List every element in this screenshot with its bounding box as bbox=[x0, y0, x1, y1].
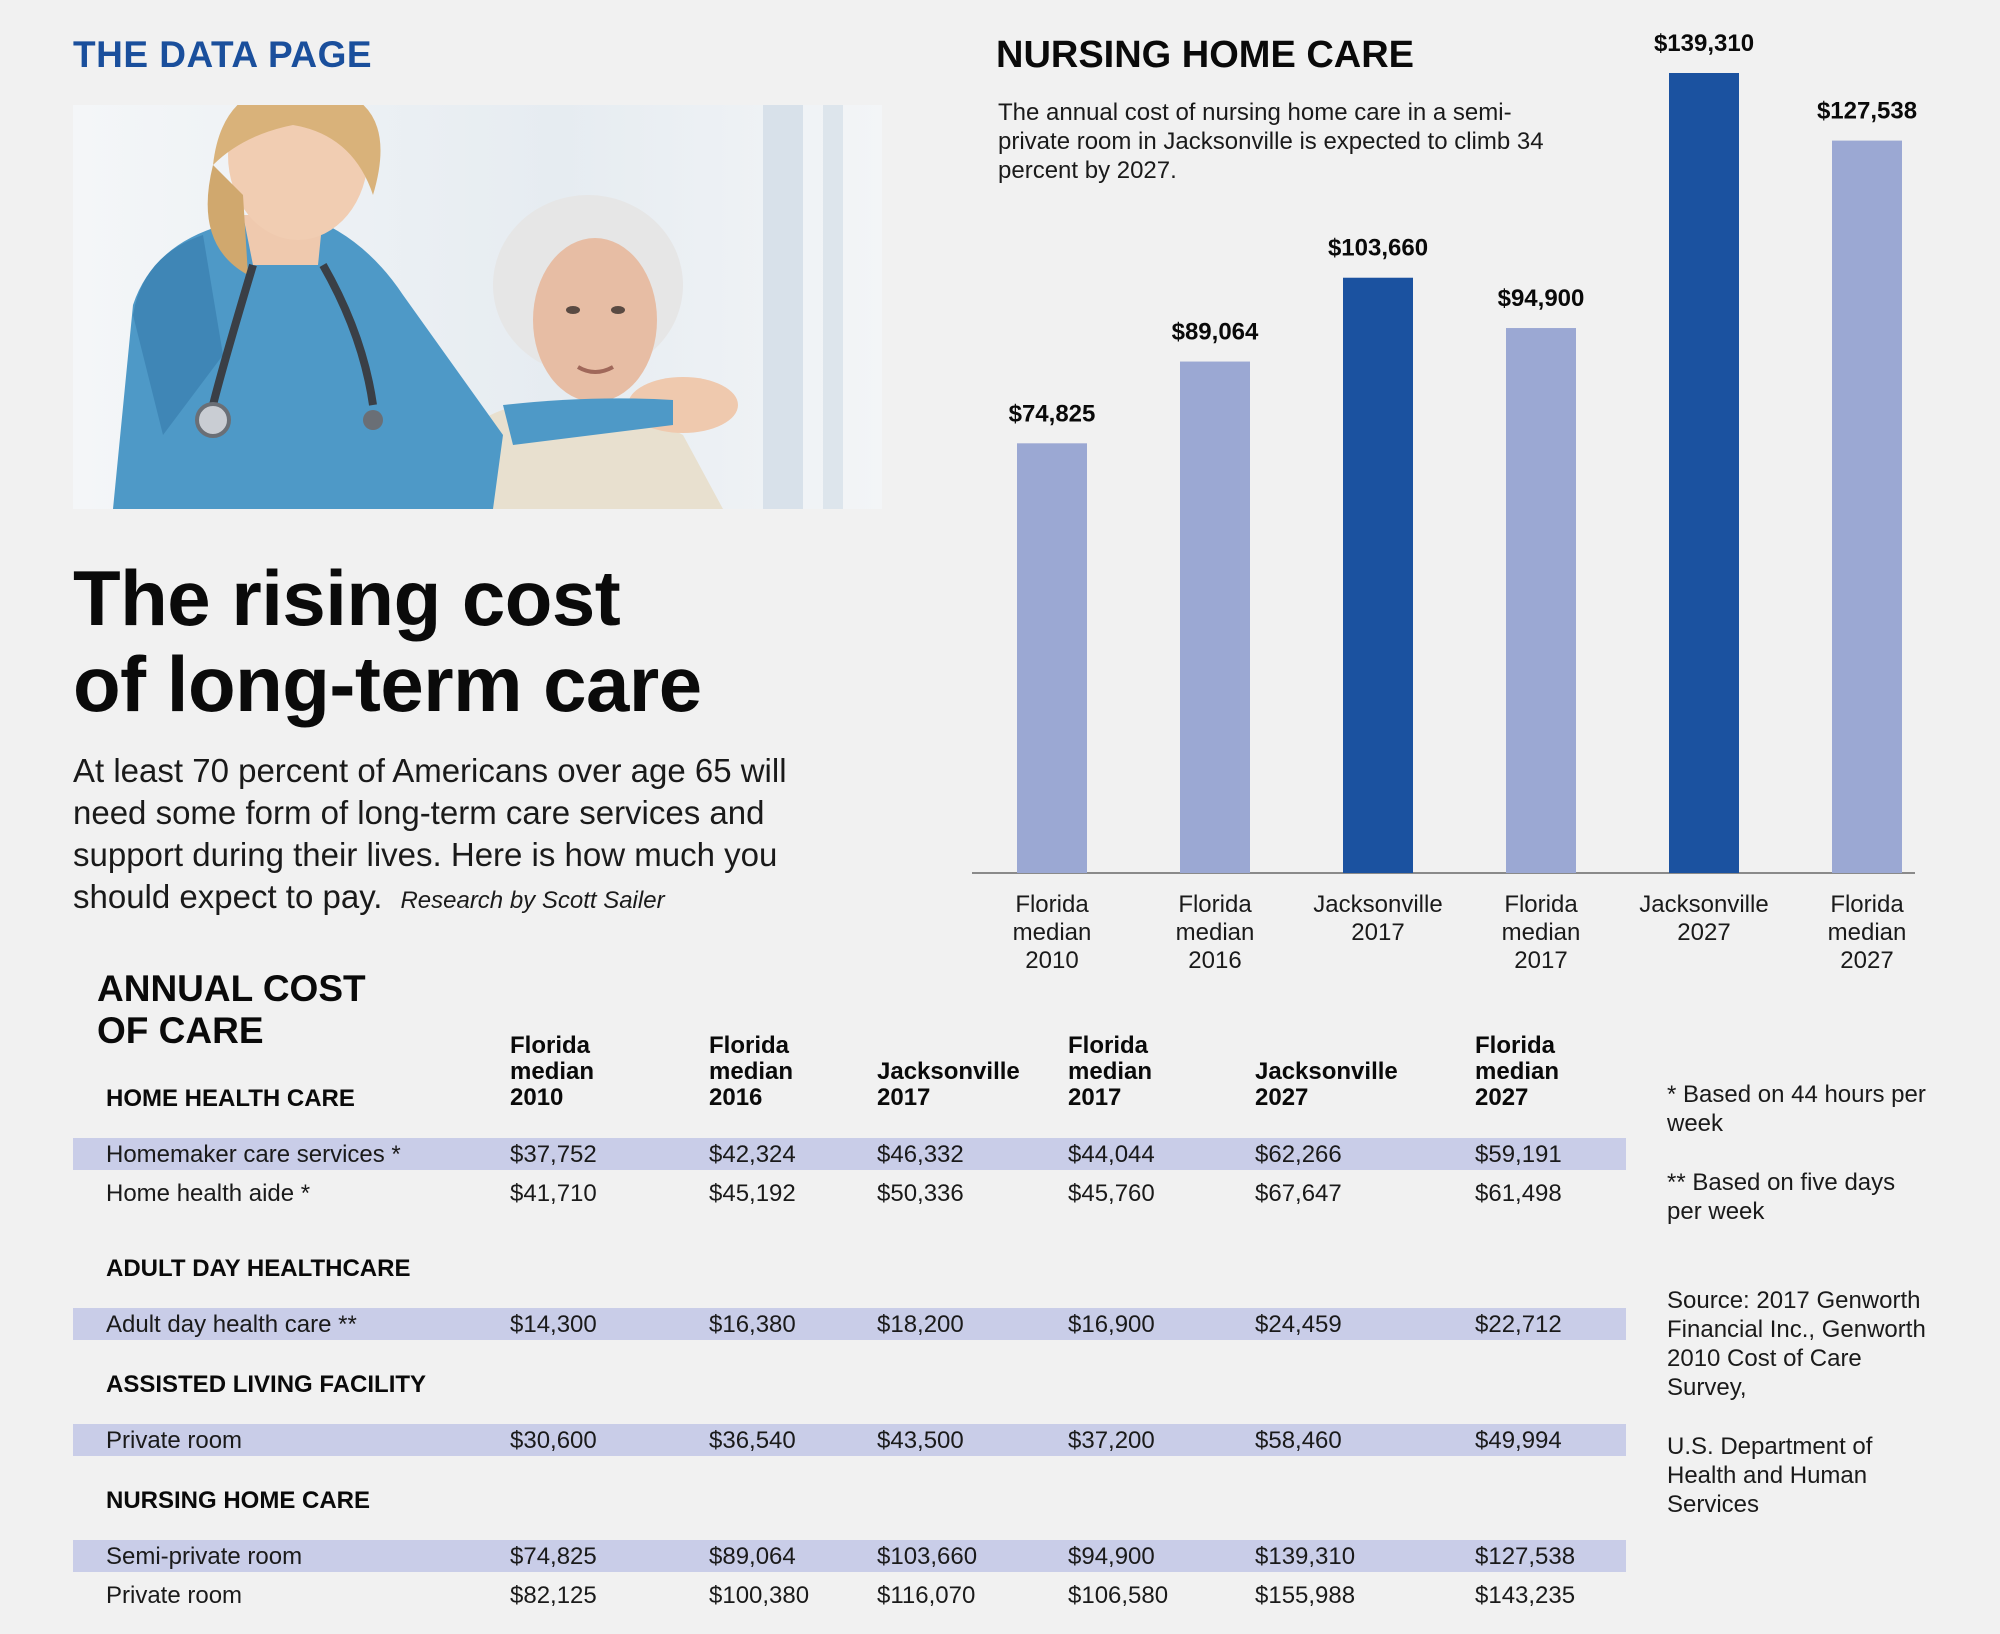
headline-line-1: The rising cost bbox=[73, 554, 621, 642]
deck-text: At least 70 percent of Americans over ag… bbox=[73, 750, 863, 922]
table-row: Homemaker care services * $37,752 $42,324 $… bbox=[73, 1138, 1626, 1170]
row-label: Homemaker care services * bbox=[106, 1141, 401, 1168]
table-title: ANNUAL COST OF CARE bbox=[97, 968, 366, 1052]
chart-title: NURSING HOME CARE bbox=[996, 34, 1415, 76]
cell-value: $16,900 bbox=[1068, 1311, 1155, 1338]
column-header: Florida median 2027 bbox=[1475, 1032, 1560, 1111]
row-label: Private room bbox=[106, 1582, 243, 1609]
cell-value: $61,498 bbox=[1475, 1180, 1562, 1207]
cell-value: $37,200 bbox=[1068, 1427, 1155, 1454]
cell-value: $116,070 bbox=[877, 1582, 976, 1609]
row-label: Private room bbox=[106, 1427, 243, 1454]
nurse-patient-photo bbox=[73, 105, 882, 509]
page-kicker: THE DATA PAGE bbox=[73, 34, 373, 75]
cell-value: $18,200 bbox=[877, 1311, 964, 1338]
research-credit: Research by Scott Sailer bbox=[400, 887, 665, 914]
cell-value: $14,300 bbox=[510, 1311, 597, 1338]
table-row: Home health aide * $41,710 $45,192 $50,336 $… bbox=[73, 1177, 1626, 1209]
headline-line-2: of long-term care bbox=[73, 640, 702, 728]
section-heading: HOME HEALTH CARE bbox=[106, 1085, 355, 1112]
bar-value-label: $74,825 bbox=[1009, 400, 1096, 427]
category-label: Jacksonville 2027 bbox=[1639, 891, 1768, 946]
cell-value: $49,994 bbox=[1475, 1427, 1562, 1454]
column-header: Florida median 2010 bbox=[510, 1032, 595, 1111]
source-note: Source: 2017 Genworth Financial Inc., Ge… bbox=[1667, 1287, 1926, 1401]
table-title-line-2: OF CARE bbox=[97, 1010, 264, 1051]
category-label: Florida median 2010 bbox=[1013, 891, 1092, 974]
bar-value-label: $139,310 bbox=[1654, 30, 1754, 57]
bar-1 bbox=[1180, 361, 1250, 873]
column-header: Jacksonville 2027 bbox=[1255, 1058, 1398, 1111]
table-row: Semi-private room $74,825 $89,064 $103,660 $… bbox=[73, 1540, 1626, 1572]
bar-0 bbox=[1017, 443, 1087, 873]
deck-body: At least 70 percent of Americans over ag… bbox=[73, 752, 787, 915]
category-label: Florida median 2017 bbox=[1502, 891, 1581, 974]
cell-value: $100,380 bbox=[709, 1582, 810, 1609]
cell-value: $16,380 bbox=[709, 1311, 796, 1338]
column-header: Florida median 2017 bbox=[1068, 1032, 1153, 1111]
category-label: Jacksonville 2017 bbox=[1313, 891, 1442, 946]
bar-4 bbox=[1669, 73, 1739, 873]
cell-value: $89,064 bbox=[709, 1543, 796, 1570]
cell-value: $22,712 bbox=[1475, 1311, 1562, 1338]
cell-value: $24,459 bbox=[1255, 1311, 1342, 1338]
section-heading: ASSISTED LIVING FACILITY bbox=[106, 1371, 427, 1398]
cell-value: $46,332 bbox=[877, 1141, 964, 1168]
bar-value-label: $94,900 bbox=[1498, 285, 1585, 312]
cell-value: $44,044 bbox=[1068, 1141, 1155, 1168]
bar-2 bbox=[1343, 277, 1413, 873]
bar-5 bbox=[1832, 140, 1902, 873]
cell-value: $127,538 bbox=[1475, 1543, 1576, 1570]
row-label: Semi-private room bbox=[106, 1543, 303, 1570]
cell-value: $139,310 bbox=[1255, 1543, 1356, 1570]
cell-value: $103,660 bbox=[877, 1543, 978, 1570]
headline: The rising cost of long-term care bbox=[73, 555, 893, 727]
cell-value: $106,580 bbox=[1068, 1582, 1169, 1609]
cell-value: $37,752 bbox=[510, 1141, 597, 1168]
bar-3 bbox=[1506, 328, 1576, 874]
row-label: Home health aide * bbox=[106, 1180, 311, 1207]
cell-value: $50,336 bbox=[877, 1180, 964, 1207]
cell-value: $43,500 bbox=[877, 1427, 964, 1454]
cell-value: $58,460 bbox=[1255, 1427, 1342, 1454]
cell-value: $41,710 bbox=[510, 1180, 597, 1207]
row-label: Adult day health care ** bbox=[106, 1311, 357, 1338]
cell-value: $94,900 bbox=[1068, 1543, 1155, 1570]
bar-value-label: $127,538 bbox=[1817, 98, 1917, 125]
cell-value: $67,647 bbox=[1255, 1180, 1342, 1207]
bar-value-label: $89,064 bbox=[1172, 319, 1259, 346]
section-heading: ADULT DAY HEALTHCARE bbox=[106, 1255, 411, 1282]
cell-value: $45,192 bbox=[709, 1180, 796, 1207]
note-hours: * Based on 44 hours per week bbox=[1667, 1081, 1926, 1137]
category-label: Florida median 2016 bbox=[1176, 891, 1255, 974]
column-header: Jacksonville 2017 bbox=[877, 1058, 1020, 1111]
table-row: Adult day health care ** $14,300 $16,380 $1… bbox=[73, 1308, 1626, 1340]
source-note-2: U.S. Department of Health and Human Serv… bbox=[1667, 1433, 1873, 1518]
cell-value: $30,600 bbox=[510, 1427, 597, 1454]
chart-subtitle: The annual cost of nursing home care in … bbox=[998, 99, 1544, 184]
cell-value: $82,125 bbox=[510, 1582, 597, 1609]
cell-value: $155,988 bbox=[1255, 1582, 1356, 1609]
bar-value-label: $103,660 bbox=[1328, 235, 1428, 262]
table-title-line-1: ANNUAL COST bbox=[97, 968, 366, 1009]
cell-value: $42,324 bbox=[709, 1141, 796, 1168]
cell-value: $36,540 bbox=[709, 1427, 796, 1454]
section-heading: NURSING HOME CARE bbox=[106, 1487, 371, 1514]
cell-value: $45,760 bbox=[1068, 1180, 1155, 1207]
cell-value: $59,191 bbox=[1475, 1141, 1562, 1168]
cell-value: $143,235 bbox=[1475, 1582, 1576, 1609]
cell-value: $74,825 bbox=[510, 1543, 597, 1570]
table-row: Private room $30,600 $36,540 $43,500 $37,200… bbox=[73, 1424, 1626, 1456]
nursing-home-bar-chart: $74,825 Florida median 2010 $89,064 Florida me… bbox=[972, 30, 1917, 974]
category-label: Florida median 2027 bbox=[1828, 891, 1907, 974]
cell-value: $62,266 bbox=[1255, 1141, 1342, 1168]
footnotes: * Based on 44 hours per week ** Based on… bbox=[1667, 1080, 1927, 1549]
column-header: Florida median 2016 bbox=[709, 1032, 794, 1111]
table-row: Private room $82,125 $100,380 $116,070 $106,… bbox=[73, 1579, 1626, 1611]
note-days: ** Based on five days per week bbox=[1667, 1169, 1896, 1225]
